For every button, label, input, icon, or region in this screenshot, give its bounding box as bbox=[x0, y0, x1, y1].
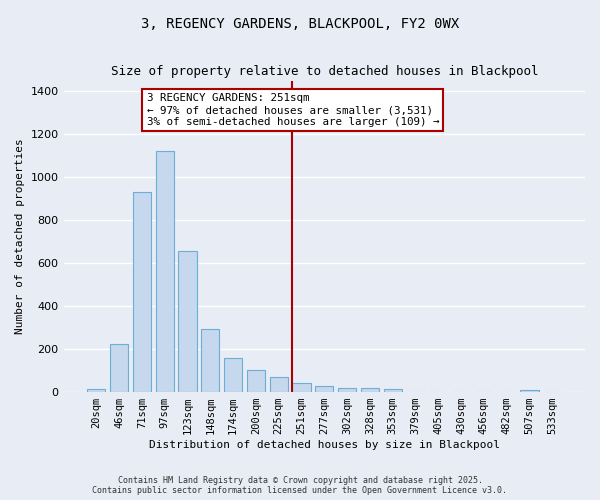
Bar bbox=[247, 370, 265, 392]
Bar bbox=[520, 390, 539, 392]
Bar bbox=[361, 388, 379, 392]
Bar bbox=[201, 328, 220, 392]
Bar bbox=[155, 152, 174, 392]
Title: Size of property relative to detached houses in Blackpool: Size of property relative to detached ho… bbox=[110, 65, 538, 78]
Bar bbox=[315, 386, 334, 392]
Bar bbox=[224, 358, 242, 392]
Bar bbox=[269, 377, 288, 392]
Y-axis label: Number of detached properties: Number of detached properties bbox=[15, 138, 25, 334]
Bar bbox=[338, 388, 356, 392]
Bar bbox=[383, 389, 402, 392]
Bar bbox=[292, 384, 311, 392]
X-axis label: Distribution of detached houses by size in Blackpool: Distribution of detached houses by size … bbox=[149, 440, 500, 450]
Text: 3, REGENCY GARDENS, BLACKPOOL, FY2 0WX: 3, REGENCY GARDENS, BLACKPOOL, FY2 0WX bbox=[141, 18, 459, 32]
Bar bbox=[133, 192, 151, 392]
Bar bbox=[110, 344, 128, 392]
Bar bbox=[87, 389, 106, 392]
Text: Contains HM Land Registry data © Crown copyright and database right 2025.
Contai: Contains HM Land Registry data © Crown c… bbox=[92, 476, 508, 495]
Bar bbox=[178, 252, 197, 392]
Text: 3 REGENCY GARDENS: 251sqm
← 97% of detached houses are smaller (3,531)
3% of sem: 3 REGENCY GARDENS: 251sqm ← 97% of detac… bbox=[146, 94, 439, 126]
